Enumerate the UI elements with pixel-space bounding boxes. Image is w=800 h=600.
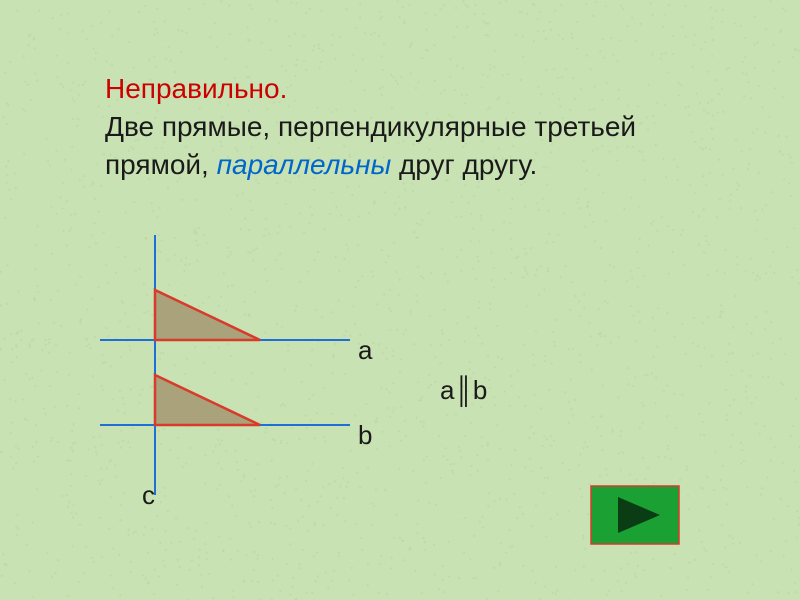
diagram-svg: [100, 235, 360, 495]
label-line-b: b: [358, 420, 372, 451]
next-button[interactable]: [590, 485, 680, 545]
relation-a: a: [440, 375, 454, 405]
text-statement-1: Две прямые, перпендикулярные третьей: [105, 111, 636, 142]
play-icon: [590, 485, 680, 545]
relation-a-parallel-b: a║b: [440, 375, 487, 406]
relation-b: b: [473, 375, 487, 405]
parallel-symbol: ║: [454, 375, 472, 405]
text-parallel-word: параллельны: [217, 149, 392, 180]
text-wrong: Неправильно.: [105, 73, 287, 104]
label-line-a: a: [358, 335, 372, 366]
explanation-text: Неправильно. Две прямые, перпендикулярны…: [105, 70, 705, 183]
geometry-diagram: a b c a║b: [100, 235, 360, 495]
text-statement-2a: прямой,: [105, 149, 217, 180]
label-line-c: c: [142, 480, 155, 511]
text-statement-2b: друг другу.: [391, 149, 537, 180]
